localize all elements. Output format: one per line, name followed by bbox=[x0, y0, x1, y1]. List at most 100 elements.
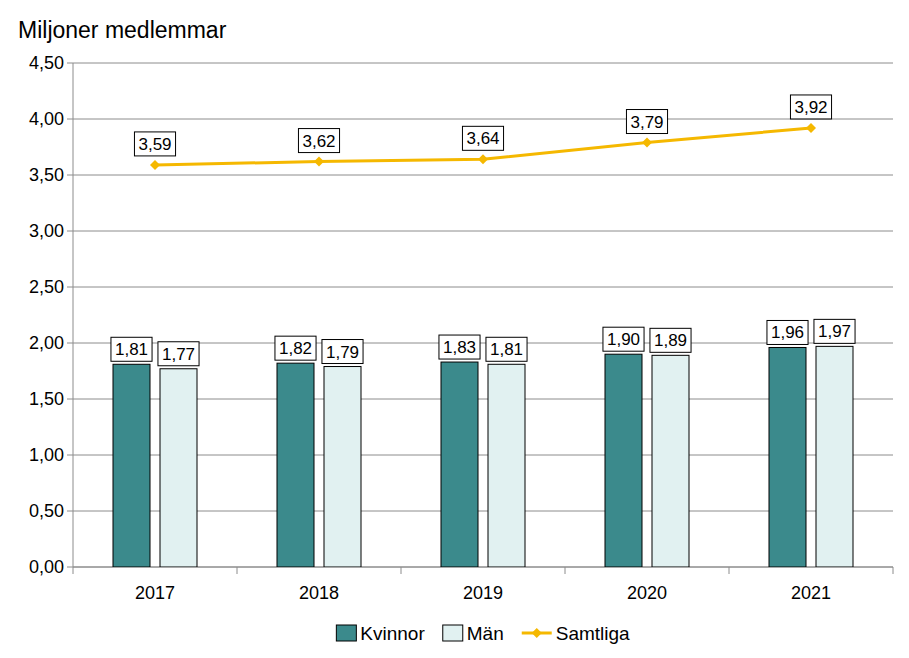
bar bbox=[277, 363, 314, 567]
data-label-group: 1,82 bbox=[275, 336, 316, 360]
data-label: 3,64 bbox=[466, 129, 499, 148]
data-label: 1,82 bbox=[279, 339, 312, 358]
y-tick-label: 0,00 bbox=[29, 557, 64, 577]
marker bbox=[478, 154, 488, 164]
y-tick bbox=[67, 455, 73, 456]
data-label: 3,59 bbox=[138, 135, 171, 154]
x-tick-label: 2019 bbox=[463, 583, 503, 603]
y-tick bbox=[67, 175, 73, 176]
data-label-group: 3,62 bbox=[298, 129, 339, 153]
legend-symbol bbox=[336, 625, 356, 641]
legend-item: Samtliga bbox=[522, 623, 630, 644]
data-label-box bbox=[767, 320, 808, 344]
x-tick-label: 2021 bbox=[791, 583, 831, 603]
data-label-box bbox=[111, 337, 152, 361]
data-label: 1,83 bbox=[443, 338, 476, 357]
y-tick-label: 2,50 bbox=[29, 277, 64, 297]
data-label-box bbox=[275, 336, 316, 360]
x-tick bbox=[401, 567, 402, 574]
y-tick-label: 4,50 bbox=[29, 53, 64, 73]
data-label-box bbox=[462, 126, 503, 150]
legend-item: Kvinnor bbox=[336, 623, 425, 644]
legend-marker bbox=[532, 628, 542, 638]
data-label-group: 1,77 bbox=[158, 342, 199, 366]
grid-line bbox=[73, 119, 893, 120]
chart: Miljoner medlemmar 0,00 0,50 1,00 1,50 2,00 2,… bbox=[0, 0, 909, 658]
data-label-group: 1,81 bbox=[111, 337, 152, 361]
data-label-group: 1,89 bbox=[650, 328, 691, 352]
data-label-box bbox=[298, 129, 339, 153]
data-label: 1,89 bbox=[654, 331, 687, 350]
y-tick-label: 2,00 bbox=[29, 333, 64, 353]
data-label-group: 3,64 bbox=[462, 126, 503, 150]
legend: Kvinnor Män Samtliga bbox=[336, 623, 630, 644]
data-label: 3,62 bbox=[302, 132, 335, 151]
data-label: 3,79 bbox=[630, 113, 663, 132]
x-tick bbox=[73, 567, 74, 574]
data-label-group: 1,81 bbox=[486, 337, 527, 361]
y-tick-label: 0,50 bbox=[29, 501, 64, 521]
y-tick bbox=[67, 231, 73, 232]
y-tick bbox=[67, 567, 73, 568]
y-tick-label: 1,50 bbox=[29, 389, 64, 409]
title: Miljoner medlemmar bbox=[18, 17, 227, 43]
x-tick-label: 2017 bbox=[135, 583, 175, 603]
y-tick-label: 4,00 bbox=[29, 109, 64, 129]
grid-line bbox=[73, 175, 893, 176]
legend-label: Män bbox=[467, 623, 504, 644]
bar bbox=[488, 364, 525, 567]
y-tick bbox=[67, 119, 73, 120]
labels: 1,81 1,82 1,83 1,90 1,96 1,77 1,79 1,81 1,89 1,97… bbox=[111, 95, 855, 366]
bar bbox=[769, 347, 806, 567]
data-label: 1,96 bbox=[771, 323, 804, 342]
data-label-group: 3,79 bbox=[626, 110, 667, 134]
legend-label: Kvinnor bbox=[360, 623, 425, 644]
marker bbox=[642, 138, 652, 148]
bar bbox=[816, 346, 853, 567]
data-label-group: 3,92 bbox=[790, 95, 831, 119]
bar bbox=[605, 354, 642, 567]
legend-label: Samtliga bbox=[556, 623, 630, 644]
grid-line bbox=[73, 287, 893, 288]
data-label-box bbox=[790, 95, 831, 119]
data-label-group: 1,83 bbox=[439, 335, 480, 359]
data-label-box bbox=[814, 319, 855, 343]
marker bbox=[150, 160, 160, 170]
y-tick-label: 3,00 bbox=[29, 221, 64, 241]
data-label: 1,79 bbox=[326, 343, 359, 362]
y-tick-label: 1,00 bbox=[29, 445, 64, 465]
data-label-group: 3,59 bbox=[134, 132, 175, 156]
line bbox=[155, 128, 811, 165]
y-tick bbox=[67, 511, 73, 512]
grid-line bbox=[73, 231, 893, 232]
data-label-group: 1,90 bbox=[603, 327, 644, 351]
data-label: 1,97 bbox=[818, 322, 851, 341]
bar bbox=[324, 367, 361, 567]
marker bbox=[314, 157, 324, 167]
legend-symbol bbox=[443, 625, 463, 641]
x-tick-label: 2020 bbox=[627, 583, 667, 603]
data-label: 3,92 bbox=[794, 98, 827, 117]
data-label-group: 1,79 bbox=[322, 340, 363, 364]
data-label: 1,90 bbox=[607, 330, 640, 349]
y-tick-label: 3,50 bbox=[29, 165, 64, 185]
data-label: 1,81 bbox=[490, 340, 523, 359]
y-tick bbox=[67, 287, 73, 288]
data-label-box bbox=[603, 327, 644, 351]
data-label-box bbox=[158, 342, 199, 366]
y-tick bbox=[67, 63, 73, 64]
x-tick bbox=[729, 567, 730, 574]
grid-line bbox=[73, 63, 893, 64]
legend-item: Män bbox=[443, 623, 504, 644]
bar bbox=[441, 362, 478, 567]
x-tick bbox=[893, 567, 894, 574]
data-label-group: 1,97 bbox=[814, 319, 855, 343]
x-tick bbox=[565, 567, 566, 574]
data-label: 1,81 bbox=[115, 340, 148, 359]
data-label-box bbox=[134, 132, 175, 156]
y-axis bbox=[73, 63, 74, 567]
y-tick bbox=[67, 399, 73, 400]
marker bbox=[806, 123, 816, 133]
x-tick-label: 2018 bbox=[299, 583, 339, 603]
data-label: 1,77 bbox=[162, 345, 195, 364]
